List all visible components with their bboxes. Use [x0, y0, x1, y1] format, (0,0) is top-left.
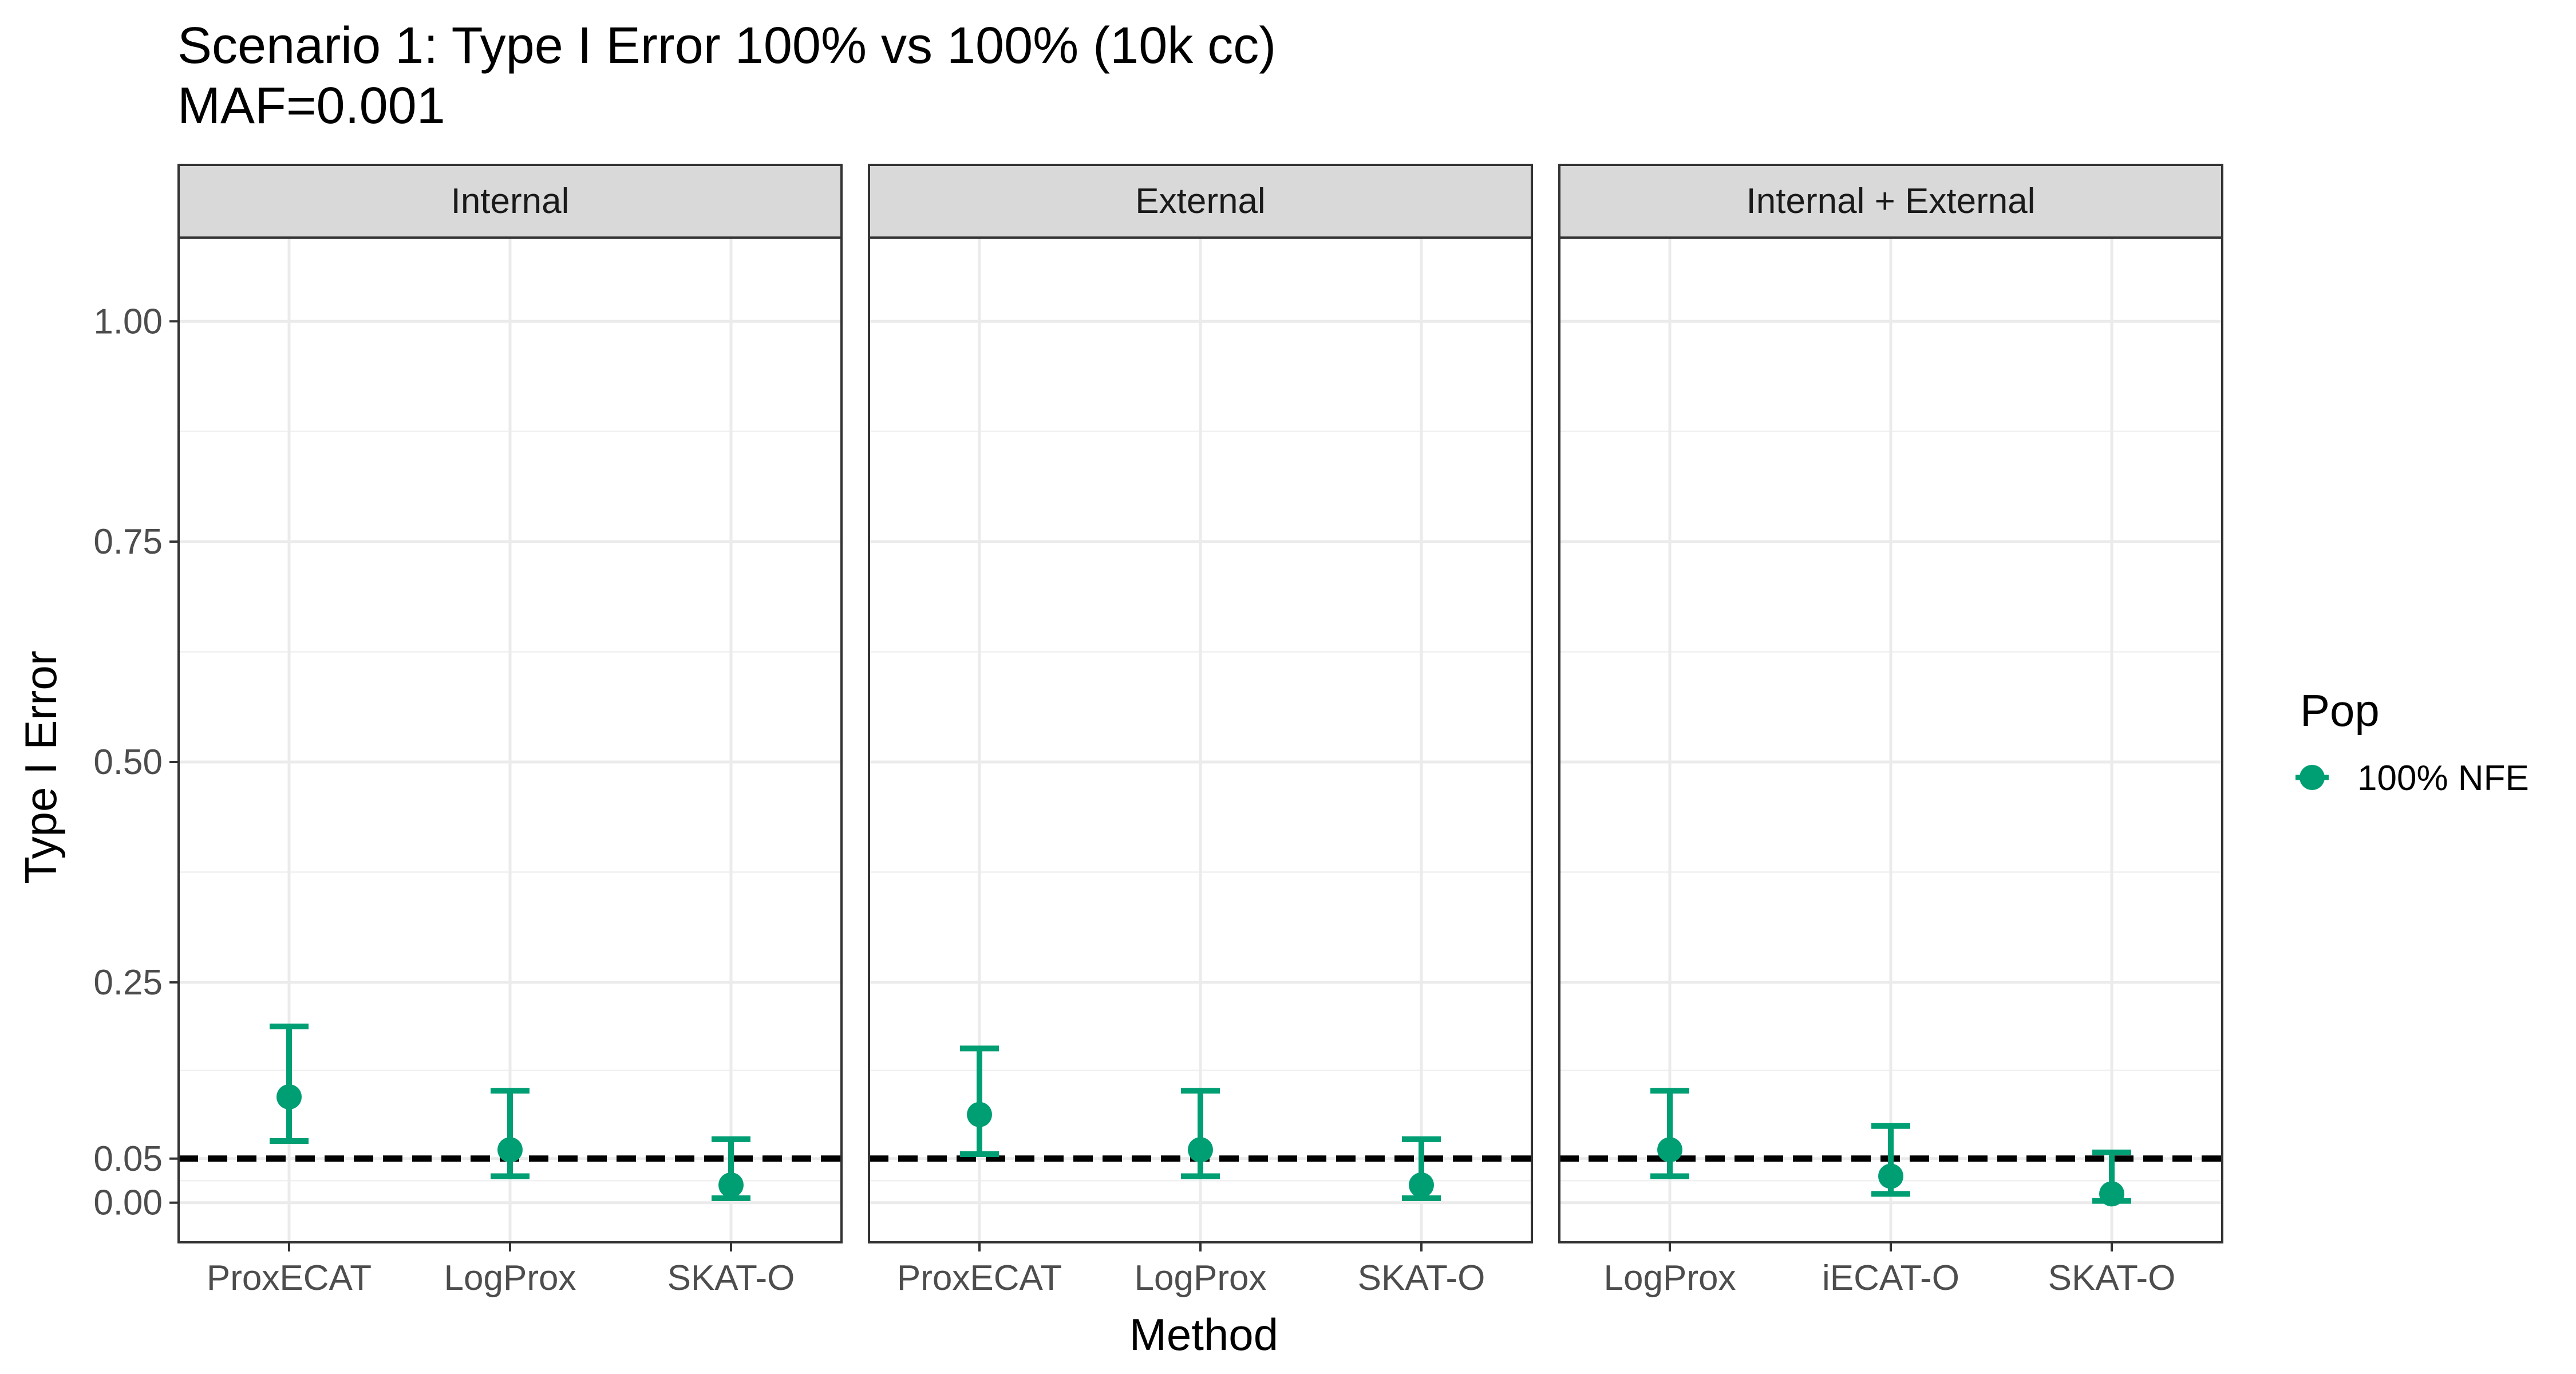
y-tick-label: 0.00 — [93, 1183, 163, 1223]
chart-subtitle: MAF=0.001 — [177, 77, 445, 135]
facet-strip-label: External — [1135, 181, 1265, 221]
x-tick-label: SKAT-O — [667, 1258, 795, 1298]
data-point-group — [1181, 1088, 1220, 1179]
y-tick-label: 1.00 — [93, 302, 163, 341]
y-axis: 0.000.05 0.25 0.50 0.75 1.00 — [93, 302, 179, 1223]
data-point-group — [491, 1088, 530, 1179]
y-axis-title: Type I Error — [15, 650, 66, 883]
facet-1: Internal ProxECAT LogProx SKAT-O — [177, 164, 843, 1298]
x-tick-label: ProxECAT — [207, 1258, 372, 1298]
facet-strip — [868, 164, 1533, 239]
data-point-group — [1650, 1088, 1689, 1179]
data-point — [967, 1101, 992, 1127]
data-point-group — [960, 1045, 999, 1158]
facet-strip — [177, 164, 843, 239]
data-point — [1657, 1137, 1682, 1163]
y-tick-label: 0.25 — [93, 963, 163, 1002]
x-tick-label: iECAT-O — [1822, 1258, 1959, 1298]
x-tick-label: LogProx — [444, 1258, 576, 1298]
y-tick-label: 0.05 — [93, 1139, 163, 1179]
x-tick-label: LogProx — [1135, 1258, 1267, 1298]
data-point-group — [270, 1023, 309, 1144]
legend: Pop 100% NFE — [2296, 685, 2529, 798]
data-point — [276, 1084, 302, 1110]
data-point-group — [2092, 1149, 2131, 1207]
x-tick-label: LogProx — [1604, 1258, 1736, 1298]
data-point-group — [1402, 1136, 1441, 1202]
facet-panels: Internal ProxECAT LogProx SKAT-O External Pro… — [177, 164, 2223, 1298]
legend-label: 100% NFE — [2357, 759, 2529, 798]
data-point — [1409, 1172, 1434, 1198]
data-point-group — [712, 1136, 750, 1202]
x-axis-title: Method — [1129, 1309, 1278, 1360]
y-tick-label: 0.75 — [93, 522, 163, 562]
data-point — [1188, 1137, 1213, 1163]
data-point — [718, 1172, 744, 1198]
x-tick-label: SKAT-O — [2048, 1258, 2176, 1298]
facet-3: Internal + External LogProx iECAT-O SKAT-O — [1558, 164, 2223, 1298]
y-tick-label: 0.50 — [93, 743, 163, 782]
legend-title: Pop — [2300, 685, 2380, 736]
facet-strip-label: Internal + External — [1747, 181, 2036, 221]
x-tick-label: ProxECAT — [897, 1258, 1062, 1298]
facet-strip-label: Internal — [451, 181, 570, 221]
data-point-group — [1871, 1123, 1910, 1197]
data-point — [497, 1137, 523, 1163]
x-tick-label: SKAT-O — [1358, 1258, 1485, 1298]
chart-title: Scenario 1: Type I Error 100% vs 100% (1… — [177, 17, 1276, 74]
data-point — [2099, 1181, 2124, 1207]
legend-key-point — [2300, 765, 2325, 790]
facet-2: External ProxECAT LogProx SKAT-O — [868, 164, 1533, 1298]
data-point — [1878, 1163, 1903, 1189]
